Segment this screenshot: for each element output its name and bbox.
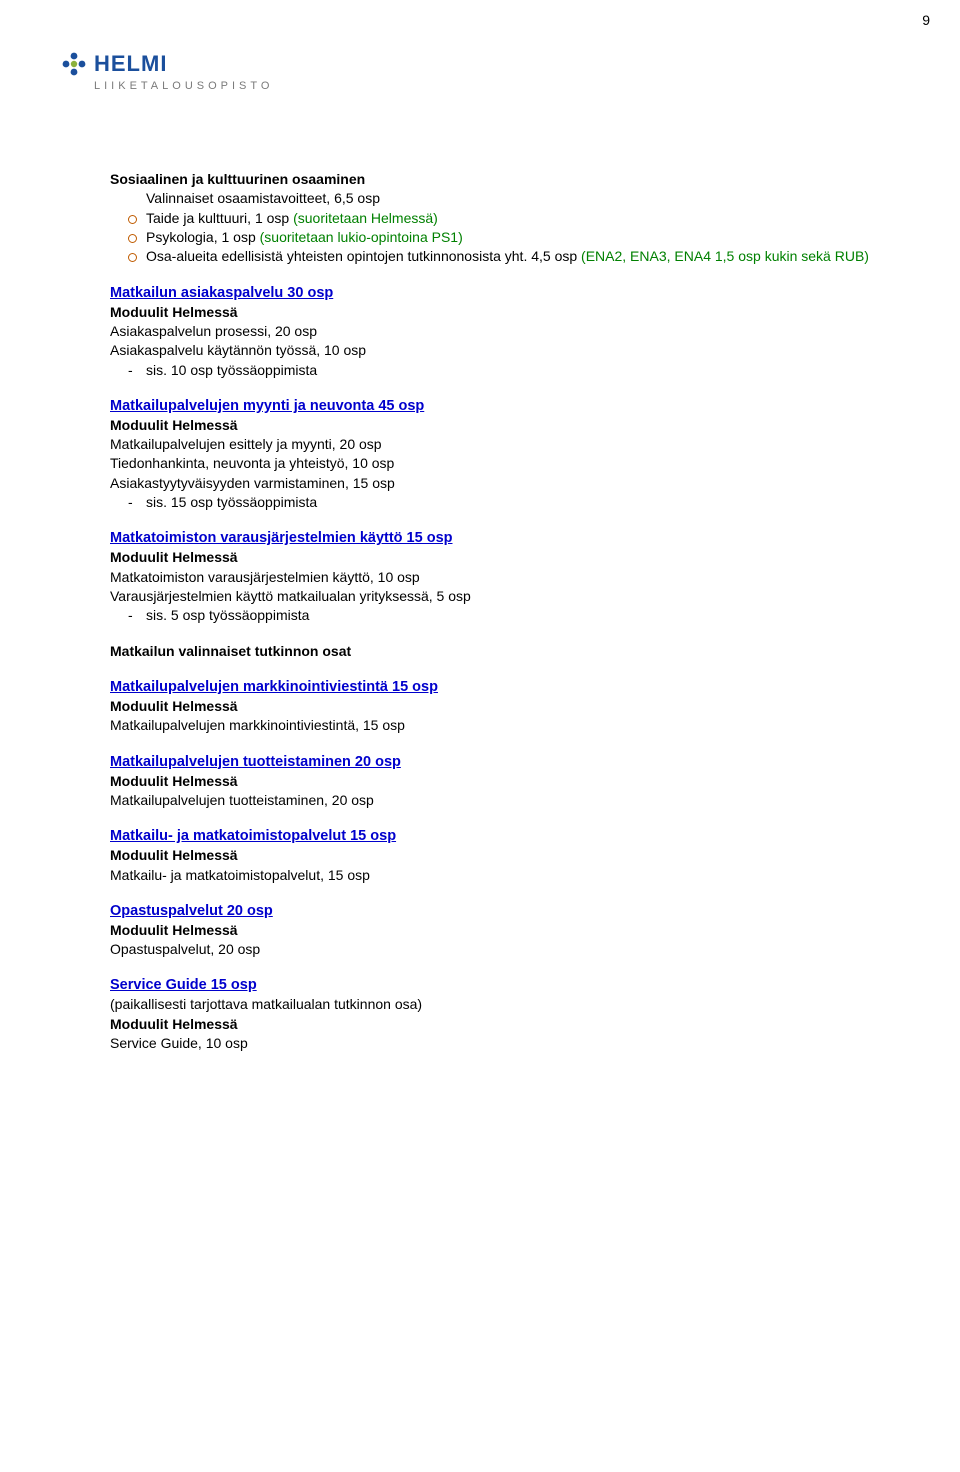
course-note: (paikallisesti tarjottava matkailualan t…	[110, 995, 880, 1014]
course-heading-link[interactable]: Matkailupalvelujen myynti ja neuvonta 45…	[110, 396, 880, 416]
course-block: Matkailu- ja matkatoimistopalvelut 15 os…	[110, 826, 880, 885]
course-block: Matkatoimiston varausjärjestelmien käytt…	[110, 528, 880, 625]
list-item: Osa-alueita edellisistä yhteisten opinto…	[110, 247, 880, 266]
course-heading-link[interactable]: Matkailu- ja matkatoimistopalvelut 15 os…	[110, 826, 880, 846]
course-heading-link[interactable]: Service Guide 15 osp	[110, 975, 880, 995]
course-heading-link[interactable]: Matkatoimiston varausjärjestelmien käytt…	[110, 528, 880, 548]
course-block: Service Guide 15 osp (paikallisesti tarj…	[110, 975, 880, 1053]
sis-line: sis. 15 osp työssäoppimista	[110, 493, 880, 512]
course-line: Asiakaspalvelun prosessi, 20 osp	[110, 322, 880, 341]
list-item-text: Taide ja kulttuuri, 1 osp	[146, 210, 293, 226]
sis-line: sis. 10 osp työssäoppimista	[110, 361, 880, 380]
course-line: Matkailupalvelujen markkinointiviestintä…	[110, 716, 880, 735]
course-block: Matkailun asiakaspalvelu 30 osp Moduulit…	[110, 283, 880, 380]
logo-subtitle: LIIKETALOUSOPISTO	[94, 80, 273, 92]
page: 9 HELMI LIIKETALOUSOPISTO Sosiaalinen ja…	[0, 0, 960, 1472]
module-label: Moduulit Helmessä	[110, 1015, 880, 1034]
course-line: Matkailupalvelujen tuotteistaminen, 20 o…	[110, 791, 880, 810]
list-item: Taide ja kulttuuri, 1 osp (suoritetaan H…	[110, 209, 880, 228]
logo: HELMI LIIKETALOUSOPISTO	[60, 50, 273, 92]
page-number: 9	[922, 12, 930, 28]
module-label: Moduulit Helmessä	[110, 697, 880, 716]
course-line: Varausjärjestelmien käyttö matkailualan …	[110, 587, 880, 606]
optional-heading: Matkailun valinnaiset tutkinnon osat	[110, 642, 880, 661]
course-line: Matkailupalvelujen esittely ja myynti, 2…	[110, 435, 880, 454]
course-block: Matkailupalvelujen myynti ja neuvonta 45…	[110, 396, 880, 513]
course-heading-link[interactable]: Matkailupalvelujen tuotteistaminen 20 os…	[110, 752, 880, 772]
logo-brand: HELMI	[94, 51, 167, 77]
module-label: Moduulit Helmessä	[110, 548, 880, 567]
list-item-note: (suoritetaan lukio-opintoina PS1)	[260, 229, 463, 245]
course-block: Matkailupalvelujen markkinointiviestintä…	[110, 677, 880, 736]
course-line: Opastuspalvelut, 20 osp	[110, 940, 880, 959]
list-item-text: Psykologia, 1 osp	[146, 229, 260, 245]
flower-icon	[60, 50, 88, 78]
social-heading: Sosiaalinen ja kulttuurinen osaaminen	[110, 170, 880, 189]
module-label: Moduulit Helmessä	[110, 921, 880, 940]
course-block: Opastuspalvelut 20 osp Moduulit Helmessä…	[110, 901, 880, 960]
list-item-text: Osa-alueita edellisistä yhteisten opinto…	[146, 248, 581, 264]
course-heading-link[interactable]: Opastuspalvelut 20 osp	[110, 901, 880, 921]
course-line: Tiedonhankinta, neuvonta ja yhteistyö, 1…	[110, 454, 880, 473]
module-label: Moduulit Helmessä	[110, 772, 880, 791]
course-block: Matkailupalvelujen tuotteistaminen 20 os…	[110, 752, 880, 811]
course-line: Matkatoimiston varausjärjestelmien käytt…	[110, 568, 880, 587]
course-line: Asiakastyytyväisyyden varmistaminen, 15 …	[110, 474, 880, 493]
content: Sosiaalinen ja kulttuurinen osaaminen Va…	[110, 30, 880, 1053]
course-heading-link[interactable]: Matkailun asiakaspalvelu 30 osp	[110, 283, 880, 303]
course-line: Matkailu- ja matkatoimistopalvelut, 15 o…	[110, 866, 880, 885]
module-label: Moduulit Helmessä	[110, 303, 880, 322]
module-label: Moduulit Helmessä	[110, 846, 880, 865]
sis-line: sis. 5 osp työssäoppimista	[110, 606, 880, 625]
list-item: Psykologia, 1 osp (suoritetaan lukio-opi…	[110, 228, 880, 247]
module-label: Moduulit Helmessä	[110, 416, 880, 435]
list-item-note: (suoritetaan Helmessä)	[293, 210, 438, 226]
course-line: Service Guide, 10 osp	[110, 1034, 880, 1053]
list-item-note: (ENA2, ENA3, ENA4 1,5 osp kukin sekä RUB…	[581, 248, 869, 264]
course-heading-link[interactable]: Matkailupalvelujen markkinointiviestintä…	[110, 677, 880, 697]
social-sub: Valinnaiset osaamistavoitteet, 6,5 osp	[110, 189, 880, 208]
course-line: Asiakaspalvelu käytännön työssä, 10 osp	[110, 341, 880, 360]
